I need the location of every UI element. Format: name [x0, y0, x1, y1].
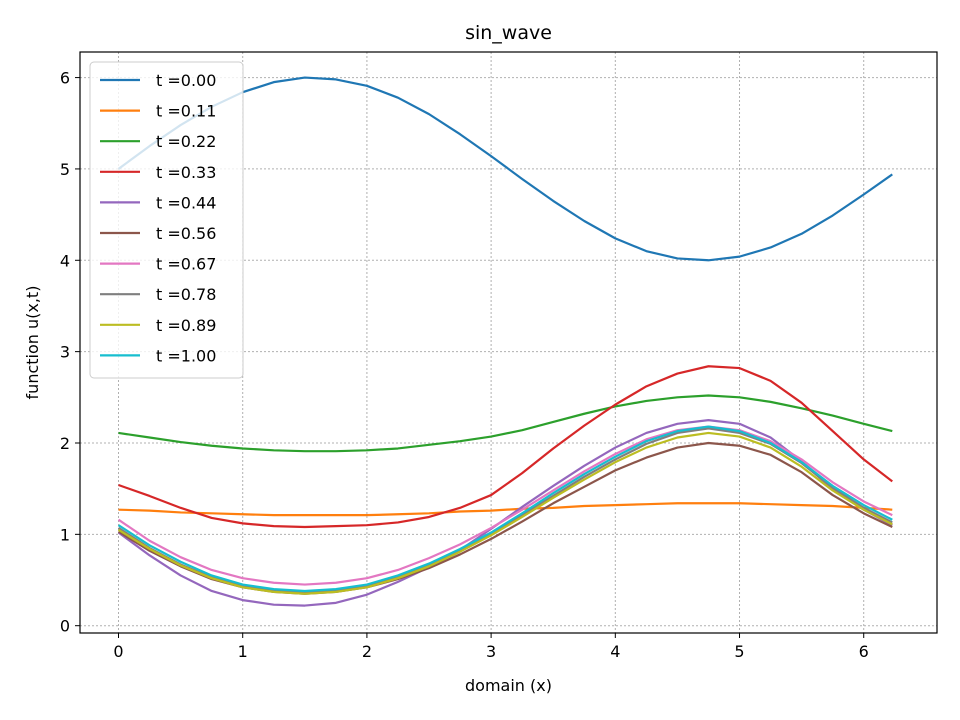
x-tick-label: 0: [113, 642, 123, 661]
legend-label: t =1.00: [156, 346, 216, 365]
series-line: [117, 431, 893, 595]
x-tick-label: 2: [362, 642, 372, 661]
axis-ticks: 0 1 2 3 4 5 6 0 1 2 3 4 5 6: [60, 69, 869, 661]
legend-label: t =0.00: [156, 71, 216, 90]
legend-label: t =0.33: [156, 163, 216, 182]
legend-label: t =0.44: [156, 193, 216, 212]
legend: t =0.00 t =0.11 t =0.22 t =0.33 t =0.44 t =0.…: [89, 61, 244, 379]
chart-title: sin_wave: [465, 22, 552, 44]
y-tick-label: 0: [60, 617, 70, 636]
series-line: [117, 425, 893, 586]
y-tick-label: 3: [60, 343, 70, 362]
plot-area-frame: [79, 51, 938, 634]
x-tick-label: 3: [486, 642, 496, 661]
x-tick-label: 1: [238, 642, 248, 661]
legend-label: t =0.11: [156, 102, 216, 121]
y-tick-label: 2: [60, 434, 70, 453]
y-tick-label: 1: [60, 525, 70, 544]
legend-label: t =0.89: [156, 316, 216, 335]
x-tick-label: 5: [734, 642, 744, 661]
x-tick-label: 4: [610, 642, 620, 661]
legend-label: t =0.56: [156, 224, 216, 243]
series-line: [118, 365, 893, 529]
series-line: [118, 394, 893, 453]
legend-label: t =0.22: [156, 132, 216, 151]
series-line: [117, 76, 893, 262]
legend-label: t =0.67: [156, 255, 216, 274]
x-tick-label: 6: [859, 642, 869, 661]
y-tick-label: 5: [60, 160, 70, 179]
y-axis-label: function u(x,t): [23, 286, 42, 400]
series-group: [117, 76, 893, 607]
y-tick-label: 4: [60, 251, 70, 270]
legend-label: t =0.78: [156, 285, 216, 304]
y-tick-label: 6: [60, 69, 70, 88]
x-axis-label: domain (x): [465, 676, 552, 695]
series-line: [117, 425, 893, 593]
series-line: [118, 502, 893, 517]
